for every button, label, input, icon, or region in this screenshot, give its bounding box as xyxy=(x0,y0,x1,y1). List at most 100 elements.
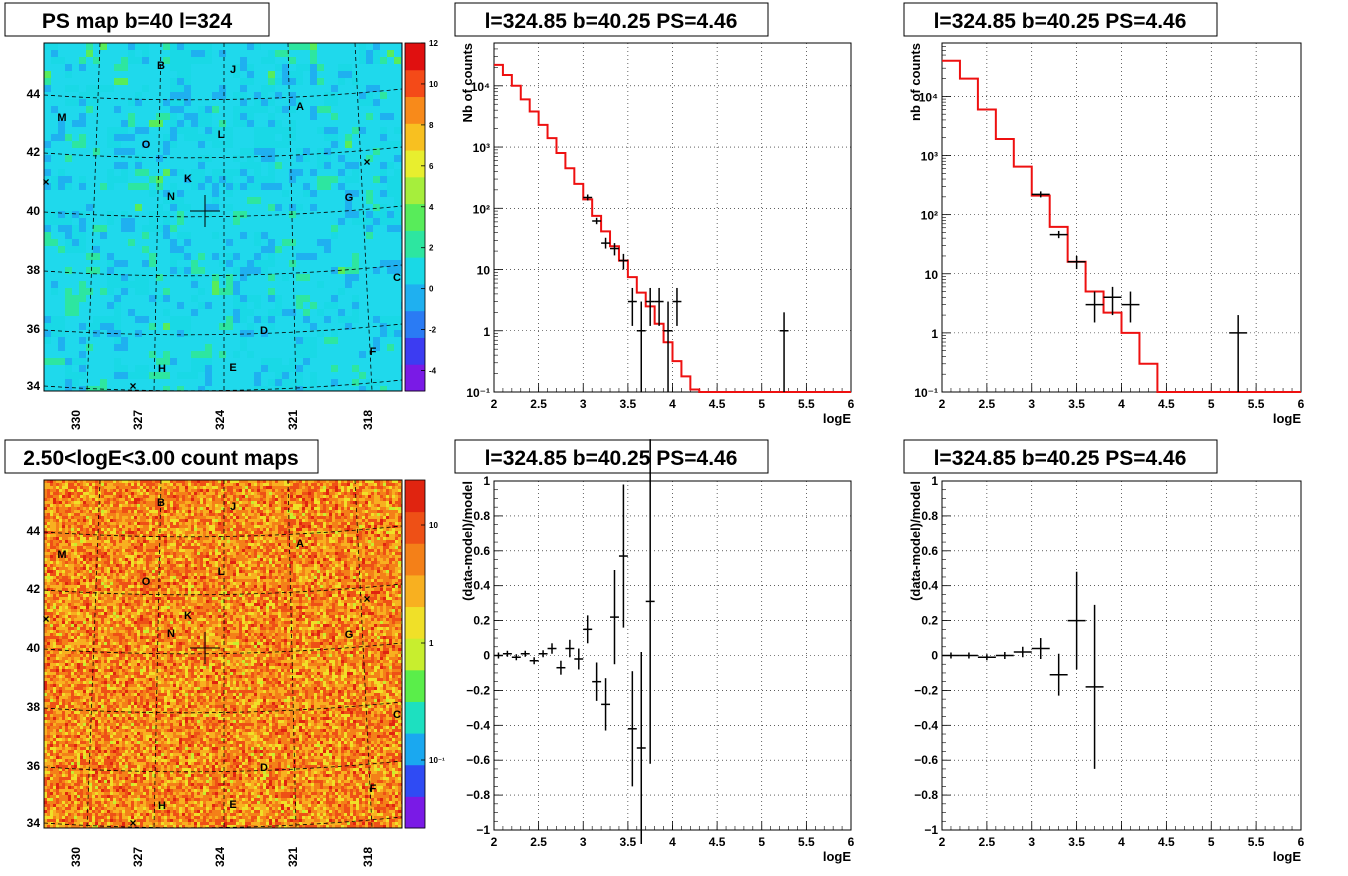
map-pixel xyxy=(257,552,260,555)
map-pixel xyxy=(116,546,119,549)
map-pixel xyxy=(260,489,263,492)
colorbar-segment xyxy=(405,203,425,231)
map-pixel xyxy=(245,567,248,570)
map-pixel xyxy=(392,492,395,495)
map-pixel xyxy=(182,558,185,561)
map-pixel xyxy=(362,495,365,498)
map-pixel xyxy=(184,71,191,78)
map-pixel xyxy=(389,522,392,525)
map-pixel xyxy=(218,552,221,555)
map-pixel xyxy=(140,546,143,549)
map-pixel xyxy=(338,561,341,564)
map-pixel xyxy=(242,558,245,561)
map-pixel xyxy=(296,155,303,162)
map-pixel xyxy=(239,510,242,513)
map-pixel xyxy=(107,183,114,190)
map-pixel xyxy=(314,549,317,552)
map-pixel xyxy=(155,483,158,486)
map-pixel xyxy=(113,522,116,525)
map-pixel xyxy=(77,480,80,483)
map-pixel xyxy=(371,510,374,513)
map-pixel xyxy=(59,555,62,558)
map-pixel xyxy=(137,495,140,498)
map-pixel xyxy=(263,495,266,498)
map-pixel xyxy=(116,558,119,561)
map-pixel xyxy=(176,480,179,483)
map-pixel xyxy=(119,507,122,510)
map-pixel xyxy=(206,573,209,576)
map-pixel xyxy=(263,540,266,543)
map-pixel xyxy=(236,534,239,537)
map-pixel xyxy=(329,531,332,534)
map-pixel xyxy=(392,516,395,519)
map-pixel xyxy=(289,43,296,50)
map-pixel xyxy=(260,567,263,570)
map-pixel xyxy=(398,501,401,504)
map-pixel xyxy=(83,570,86,573)
map-pixel xyxy=(92,519,95,522)
map-pixel xyxy=(142,316,149,323)
map-pixel xyxy=(149,489,152,492)
map-pixel xyxy=(311,537,314,540)
map-pixel xyxy=(89,495,92,498)
map-pixel xyxy=(386,561,389,564)
map-pixel xyxy=(197,519,200,522)
map-pixel xyxy=(269,513,272,516)
map-pixel xyxy=(176,519,179,522)
map-pixel xyxy=(263,564,266,567)
map-pixel xyxy=(206,489,209,492)
map-pixel xyxy=(395,492,398,495)
map-pixel xyxy=(119,522,122,525)
map-pixel xyxy=(170,260,177,267)
map-pixel xyxy=(254,302,261,309)
map-pixel xyxy=(323,513,326,516)
map-frame xyxy=(43,42,403,392)
map-pixel xyxy=(100,379,107,386)
map-pixel xyxy=(287,576,290,579)
map-pixel xyxy=(212,522,215,525)
map-pixel xyxy=(212,507,215,510)
map-pixel xyxy=(173,540,176,543)
map-pixel xyxy=(326,573,329,576)
map-pixel xyxy=(245,528,248,531)
map-pixel xyxy=(146,546,149,549)
map-pixel xyxy=(155,540,158,543)
map-pixel xyxy=(184,127,191,134)
map-pixel xyxy=(212,564,215,567)
map-pixel xyxy=(59,531,62,534)
map-pixel xyxy=(324,176,331,183)
map-pixel xyxy=(128,43,135,50)
map-pixel xyxy=(161,552,164,555)
map-pixel xyxy=(344,507,347,510)
map-pixel xyxy=(128,543,131,546)
map-pixel xyxy=(185,498,188,501)
map-pixel xyxy=(161,546,164,549)
map-pixel xyxy=(365,492,368,495)
map-pixel xyxy=(194,576,197,579)
map-pixel xyxy=(261,92,268,99)
map-pixel xyxy=(56,567,59,570)
map-pixel xyxy=(257,528,260,531)
map-pixel xyxy=(260,555,263,558)
map-pixel xyxy=(389,507,392,510)
map-pixel xyxy=(167,552,170,555)
map-pixel xyxy=(374,480,377,483)
map-pixel xyxy=(398,492,401,495)
map-pixel xyxy=(383,573,386,576)
map-pixel xyxy=(122,555,125,558)
map-pixel xyxy=(79,365,86,372)
map-pixel xyxy=(65,573,68,576)
map-pixel xyxy=(170,127,177,134)
map-pixel xyxy=(167,570,170,573)
map-pixel xyxy=(269,561,272,564)
map-pixel xyxy=(329,552,332,555)
map-pixel xyxy=(365,558,368,561)
map-pixel xyxy=(242,564,245,567)
map-pixel xyxy=(365,486,368,489)
map-pixel xyxy=(305,519,308,522)
map-pixel xyxy=(254,570,257,573)
map-pixel xyxy=(371,492,374,495)
map-pixel xyxy=(224,537,227,540)
map-pixel xyxy=(278,480,281,483)
